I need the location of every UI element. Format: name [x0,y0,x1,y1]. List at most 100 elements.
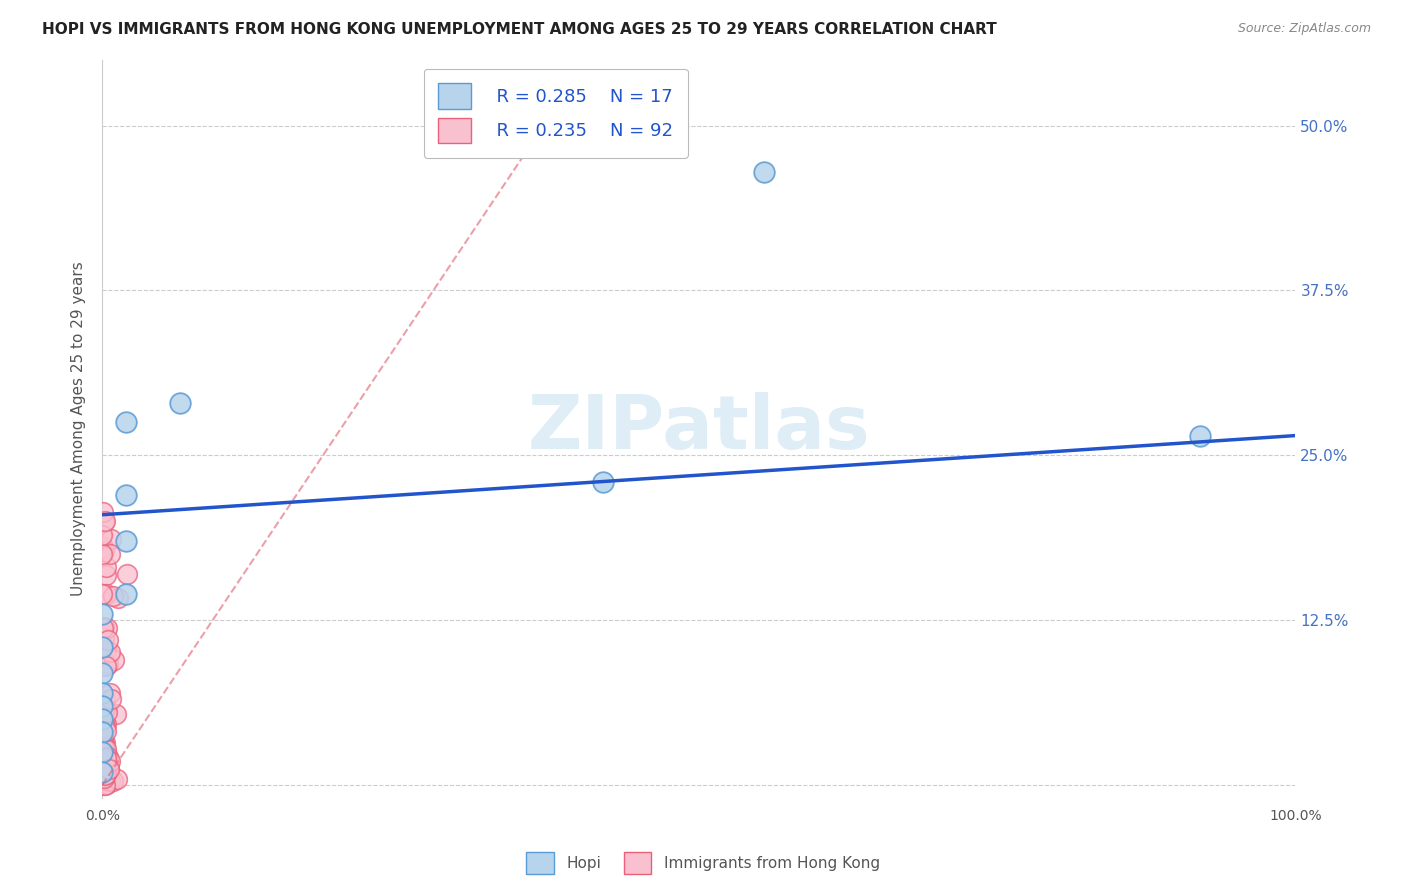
Point [96,775,118,789]
Point [96,642,118,657]
Point [91,698,114,713]
Point [115,488,138,502]
Point [94,771,117,785]
Point [754,165,776,179]
Point [96,723,118,738]
Legend: Hopi, Immigrants from Hong Kong: Hopi, Immigrants from Hong Kong [520,846,886,880]
Point [91,739,114,754]
Point [94,766,117,780]
Point [93,543,115,558]
Point [94,567,117,582]
Point [97,762,120,776]
Point [91,712,114,726]
Point [91,764,114,779]
Point [93,742,115,756]
Point [91,540,114,554]
Point [96,705,118,719]
Point [91,547,114,561]
Point [97,633,120,648]
Point [96,621,118,635]
Point [94,701,117,715]
Point [91,587,114,601]
Point [94,742,117,756]
Point [91,699,114,714]
Point [93,731,115,745]
Point [93,765,115,780]
Point [97,657,120,672]
Point [100,532,122,546]
Point [98,754,121,768]
Point [98,762,121,776]
Y-axis label: Unemployment Among Ages 25 to 29 years: Unemployment Among Ages 25 to 29 years [72,261,86,597]
Point [93,515,115,529]
Point [93,772,115,787]
Point [105,772,128,786]
Point [91,751,114,765]
Point [94,762,117,776]
Point [91,716,114,731]
Point [107,591,129,606]
Point [91,621,114,635]
Point [169,395,191,409]
Point [91,764,114,778]
Point [91,752,114,766]
Point [115,416,138,430]
Point [1188,428,1211,442]
Point [93,778,115,792]
Point [93,632,115,646]
Point [94,717,117,731]
Point [91,640,114,654]
Point [93,761,115,775]
Point [96,751,118,765]
Point [94,751,117,765]
Point [103,652,125,666]
Point [93,514,115,528]
Text: Source: ZipAtlas.com: Source: ZipAtlas.com [1237,22,1371,36]
Point [94,764,117,779]
Point [115,567,138,582]
Point [91,607,114,621]
Point [101,773,124,788]
Point [93,739,115,753]
Point [93,775,115,789]
Point [98,774,121,789]
Text: ZIPatlas: ZIPatlas [527,392,870,466]
Point [93,714,115,729]
Point [91,686,114,700]
Point [94,659,117,673]
Point [91,666,114,681]
Point [96,746,118,760]
Point [94,768,117,782]
Point [91,772,114,787]
Point [91,527,114,541]
Point [100,692,122,706]
Point [93,700,115,714]
Point [93,755,115,769]
Point [91,725,114,739]
Point [115,587,138,601]
Point [91,505,114,519]
Point [96,765,118,780]
Point [93,736,115,750]
Point [93,769,115,783]
Point [94,754,117,768]
Point [91,739,114,754]
Point [98,547,121,561]
Point [93,764,115,778]
Point [96,750,118,764]
Point [98,686,121,700]
Point [96,761,118,775]
Point [98,645,121,659]
Point [93,772,115,787]
Point [592,475,614,489]
Point [96,766,118,780]
Point [91,745,114,759]
Point [94,778,117,792]
Point [91,765,114,780]
Point [94,748,117,763]
Text: HOPI VS IMMIGRANTS FROM HONG KONG UNEMPLOYMENT AMONG AGES 25 TO 29 YEARS CORRELA: HOPI VS IMMIGRANTS FROM HONG KONG UNEMPL… [42,22,997,37]
Point [93,738,115,752]
Point [94,560,117,574]
Point [93,751,115,765]
Point [93,764,115,779]
